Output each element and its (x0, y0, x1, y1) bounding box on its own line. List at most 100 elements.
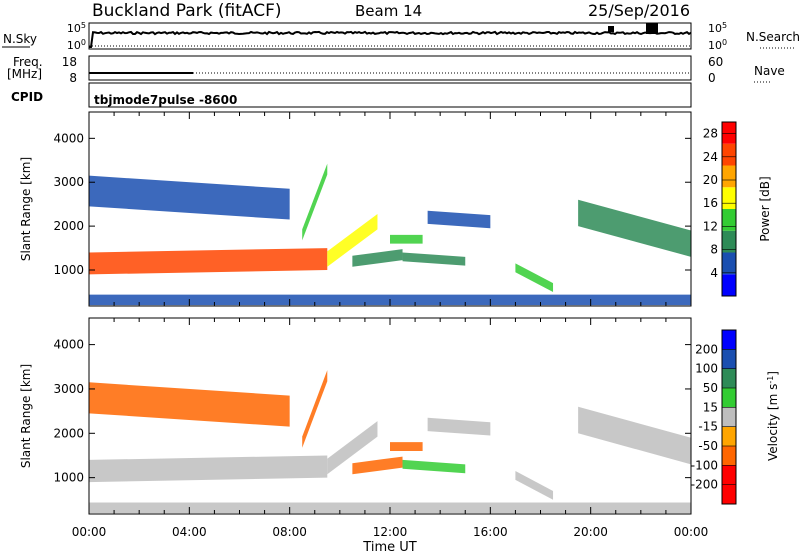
colorbar-tick-label: 4 (710, 266, 718, 280)
time-tick-label: 12:00 (373, 525, 408, 539)
freq-unit: [MHz] (7, 67, 42, 81)
noise-spike (646, 23, 658, 34)
colorbar-segment (722, 426, 736, 446)
velocity-region (89, 382, 290, 427)
cpid-panel-frame (88, 82, 692, 108)
colorbar-segment (722, 484, 736, 504)
colorbar-segment (722, 368, 736, 388)
colorbar-tick-label: 50 (703, 381, 718, 395)
cpid-label: CPID (11, 90, 43, 104)
nsky-label: N.Sky (3, 32, 37, 46)
colorbar-segment (722, 252, 736, 275)
velocity-region (515, 470, 554, 500)
time-tick-label: 20:00 (573, 525, 608, 539)
colorbar-segment (722, 465, 736, 485)
power-region (302, 163, 328, 241)
velocity-region (327, 421, 378, 475)
power-region (427, 210, 491, 229)
time-tick-label: 00:00 (674, 525, 709, 539)
power-region (89, 248, 328, 275)
colorbar-segment (722, 330, 736, 350)
nsearch-label: N.Search (746, 30, 800, 44)
power-region (352, 249, 403, 267)
x-axis-title: Time UT (362, 540, 416, 554)
colorbar-tick-label: 28 (703, 127, 718, 141)
nsky-tick-top: 105 (67, 21, 86, 36)
velocity-data (89, 370, 691, 514)
y-tick-label: 2000 (53, 426, 84, 440)
nsearch-tick-bottom: 100 (708, 38, 727, 53)
colorbar-tick-label: -50 (698, 439, 718, 453)
colorbar-tick-label: 24 (703, 150, 718, 164)
velocity-colorbar-label: Velocity [m s-1] (766, 371, 781, 461)
velocity-region (352, 456, 403, 475)
power-colorbar: 4 8 12 16 20 24 28 (703, 121, 737, 297)
power-region (327, 214, 378, 267)
velocity-colorbar: 200 100 50 15 -15 -50 -100 -200 (691, 329, 737, 505)
nsearch-tick-top: 105 (708, 21, 727, 36)
nave-tick-top: 60 (708, 55, 723, 69)
freq-panel: Freq. [MHz] 18 8 60 0 Nave (7, 55, 785, 85)
colorbar-tick-label: 12 (703, 219, 718, 233)
colorbar-tick-label: 200 (695, 342, 718, 356)
power-panel: 1000 2000 3000 4000 Slant Range [km] 4 8 12 16… (19, 111, 772, 307)
cpid-mode: tbjmode7pulse -8600 (94, 93, 237, 107)
velocity-panel: 1000 2000 3000 4000 Slant Range [km] 200 100… (19, 317, 781, 515)
station-title: Buckland Park (fitACF) (92, 1, 282, 21)
y-tick-label: 2000 (53, 219, 84, 233)
colorbar-tick-label: 20 (703, 173, 718, 187)
colorbar-segment (722, 230, 736, 253)
colorbar-segment (722, 187, 736, 209)
noise-panel: N.Sky 105 100 105 100 N.Search (2, 21, 800, 53)
power-region (89, 175, 290, 220)
colorbar-tick-label: 16 (703, 196, 718, 210)
velocity-region (427, 417, 491, 436)
colorbar-segment (722, 274, 736, 296)
power-y-ticks: 1000 2000 3000 4000 (53, 131, 691, 277)
colorbar-tick-label: 100 (695, 362, 718, 376)
beam-label: Beam 14 (355, 2, 422, 20)
y-tick-label: 3000 (53, 382, 84, 396)
freq-tick-bottom: 8 (69, 71, 77, 85)
velocity-region (390, 442, 423, 452)
velocity-x-ticks (88, 318, 692, 514)
power-y-label: Slant Range [km] (19, 157, 33, 261)
colorbar-tick-label: -100 (691, 458, 718, 472)
time-tick-label: 08:00 (272, 525, 307, 539)
velocity-region (302, 370, 328, 448)
colorbar-frame (721, 329, 737, 505)
noise-panel-frame (88, 22, 692, 50)
power-region (515, 263, 554, 292)
nave-label: Nave (754, 64, 785, 78)
time-tick-label: 04:00 (172, 525, 207, 539)
y-tick-label: 1000 (53, 263, 84, 277)
power-colorbar-label: Power [dB] (758, 176, 772, 241)
power-region (402, 252, 466, 266)
freq-panel-frame (88, 55, 692, 81)
colorbar-segment (722, 143, 736, 166)
y-tick-label: 4000 (53, 131, 84, 145)
power-data (89, 163, 691, 306)
time-tick-label: 00:00 (72, 525, 107, 539)
velocity-region (89, 455, 328, 483)
power-region (390, 234, 423, 244)
velocity-y-ticks: 1000 2000 3000 4000 (53, 338, 691, 485)
colorbar-tick-label: 8 (710, 243, 718, 257)
colorbar-segment (722, 122, 736, 144)
colorbar-segment (722, 165, 736, 188)
power-region (578, 199, 691, 257)
colorbar-segment (722, 388, 736, 408)
freq-label: Freq. (13, 55, 43, 69)
velocity-y-label: Slant Range [km] (19, 364, 33, 468)
y-tick-label: 4000 (53, 338, 84, 352)
cpid-panel: CPID tbjmode7pulse -8600 (11, 82, 692, 108)
colorbar-tick-label: -200 (691, 478, 718, 492)
colorbar-segment (722, 407, 736, 427)
noise-spike (608, 26, 614, 32)
y-tick-label: 3000 (53, 175, 84, 189)
colorbar-segment (722, 209, 736, 231)
velocity-region (402, 459, 466, 474)
time-tick-label: 16:00 (473, 525, 508, 539)
velocity-region (578, 406, 691, 465)
